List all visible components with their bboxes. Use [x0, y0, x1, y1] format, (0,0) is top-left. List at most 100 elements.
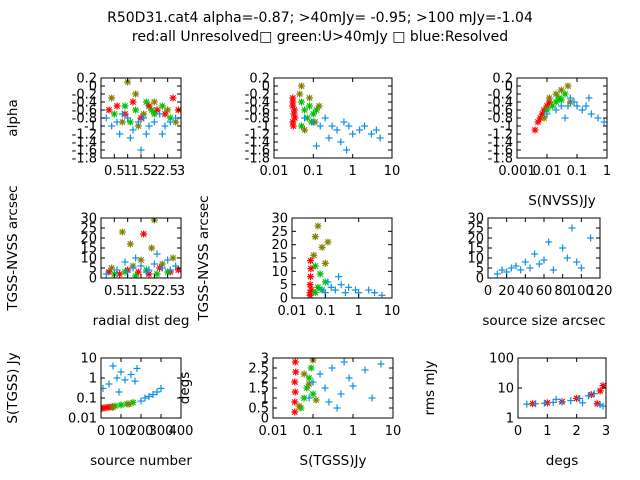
p1-series-0-point-1: [113, 102, 121, 110]
p9-xtick-label-2: 2: [573, 424, 581, 439]
panel-grid: 0.511.522.530.20-0.2-0.4-0.6-0.8-1-1.2-1…: [5, 72, 612, 470]
p1-ytick-label-6: -1: [84, 120, 97, 135]
p1-series-3-point-4: [124, 114, 132, 122]
p2-ytick-label-0: 0.2: [249, 72, 270, 87]
p4-series-3-point-8: [166, 266, 174, 274]
p2-series-0-point-5: [290, 106, 298, 114]
p8-series-3-point-0: [305, 394, 313, 402]
p5-ytick-label-3: 15: [271, 252, 288, 267]
figure-title-line2: red:all Unresolved□ green:U>40mJy □ blue…: [132, 29, 508, 45]
p2-series-3-point-9: [356, 126, 364, 134]
p3-ytick-label-8: -1.4: [488, 136, 513, 151]
p1-series-0-point-8: [169, 94, 177, 102]
p5-series-3-point-11: [324, 278, 332, 286]
p1-series-2-point-0: [108, 94, 116, 102]
p2-series-1-point-1: [301, 106, 309, 114]
p9-series-1-point-1: [532, 400, 540, 408]
p5-ytick-label-6: 30: [271, 212, 288, 227]
p9-series-1-point-2: [540, 399, 548, 407]
p5-series-0-point-4: [307, 257, 315, 265]
p7-series-1-point-1: [117, 401, 125, 409]
p8-points: [291, 358, 385, 416]
p8-xtick-label-2: 1: [349, 424, 357, 439]
p4-ytick-label-2: 10: [80, 252, 97, 267]
p9-series-0-point-5: [596, 387, 604, 395]
p8-series-1-point-4: [307, 364, 315, 372]
p9-xtick-label-0: 0: [514, 424, 522, 439]
p2-series-1-point-6: [297, 122, 305, 130]
p2-ytick-label-10: -1.8: [245, 152, 270, 167]
p3-series-3-point-8: [587, 110, 595, 118]
p6-series-0-point-6: [521, 258, 529, 266]
p6-points: [493, 224, 595, 278]
p2-series-3-point-16: [312, 142, 320, 150]
p5-ytick-label-2: 10: [271, 265, 288, 280]
p2-series-3-point-17: [343, 146, 351, 154]
p3-points: [531, 82, 607, 134]
p6-series-0-point-11: [549, 266, 557, 274]
p2-ytick-label-1: 0: [262, 80, 270, 95]
p3-ytick-label-1: 0: [505, 80, 513, 95]
p9-series-1-point-7: [584, 392, 592, 400]
p3-ytick-label-10: -1.8: [488, 152, 513, 167]
figure-title-line1: R50D31.cat4 alpha=-0.87; >40mJy= -0.95; …: [107, 10, 533, 26]
p3-series-3-point-12: [561, 114, 569, 122]
p8-ytick-label-0: 0: [261, 412, 269, 427]
p9-xtick-label-1: 1: [543, 424, 551, 439]
p3-series-2-point-4: [564, 82, 572, 90]
p9-series-1-point-11: [579, 399, 587, 407]
p1-ytick-label-5: -0.8: [72, 112, 97, 127]
p2-series-3-point-0: [301, 114, 309, 122]
p8-series-3-point-4: [328, 364, 336, 372]
p8-series-3-point-3: [321, 384, 329, 392]
p5-xtick-label-0: 0.01: [278, 304, 307, 319]
p9-series-1-point-4: [558, 398, 566, 406]
p1-series-2-point-4: [150, 98, 158, 106]
p8-series-3-point-2: [316, 370, 324, 378]
p6-series-0-point-9: [535, 260, 543, 268]
p6-series-0-point-14: [577, 264, 585, 272]
p6-series-0-point-3: [507, 264, 515, 272]
p4-series-2-point-1: [118, 228, 126, 236]
p2-series-3-point-8: [349, 130, 357, 138]
p1-series-3-point-1: [108, 122, 116, 130]
p3-ytick-label-3: -0.4: [488, 96, 513, 111]
p8-series-0-point-0: [291, 408, 299, 416]
p3-xtick-label-0: 0.001: [498, 164, 535, 179]
p8-series-3-point-8: [361, 366, 369, 374]
p6-series-0-point-12: [559, 244, 567, 252]
p4-xtick-label-0: 0.5: [104, 284, 125, 299]
p3-ytick-label-6: -1: [500, 120, 513, 135]
p2-series-2-point-4: [315, 102, 323, 110]
p4-series-3-point-11: [153, 250, 161, 258]
p5-series-3-point-8: [365, 286, 373, 294]
p1-series-3-point-12: [166, 118, 174, 126]
p2-series-3-point-15: [337, 138, 345, 146]
p1-series-2-point-5: [164, 106, 172, 114]
p4-series-2-point-4: [148, 244, 156, 252]
p4-series-2-point-0: [108, 264, 116, 272]
p8-series-3-point-1: [309, 378, 317, 386]
p7-series-3-point-2: [113, 374, 121, 382]
p6-series-0-point-8: [531, 250, 539, 258]
p5-series-2-point-5: [324, 238, 332, 246]
p9-series-0-point-6: [599, 382, 606, 390]
p8-ytick-label-4: 2: [261, 372, 269, 387]
p7-series-3-point-6: [133, 364, 141, 372]
p8-series-2-point-4: [312, 396, 320, 404]
p9-points: [523, 382, 606, 410]
p1-series-0-point-3: [129, 98, 137, 106]
p8-ytick-label-2: 1: [261, 392, 269, 407]
p1-ytick-label-1: 0: [89, 80, 97, 95]
p6-ytick-label-0: 0: [476, 272, 484, 287]
p7-series-3-point-8: [141, 394, 149, 402]
p5-series-2-point-0: [310, 251, 318, 259]
p5-series-0-point-2: [307, 273, 315, 281]
p7-xtick-label-3: 300: [149, 424, 174, 439]
p3-series-1-point-2: [552, 98, 560, 106]
p8-xtick-label-0: 0.01: [259, 424, 288, 439]
p1-series-3-point-17: [116, 130, 124, 138]
p1-series-3-point-7: [140, 114, 148, 122]
p7-series-3-point-5: [127, 370, 135, 378]
